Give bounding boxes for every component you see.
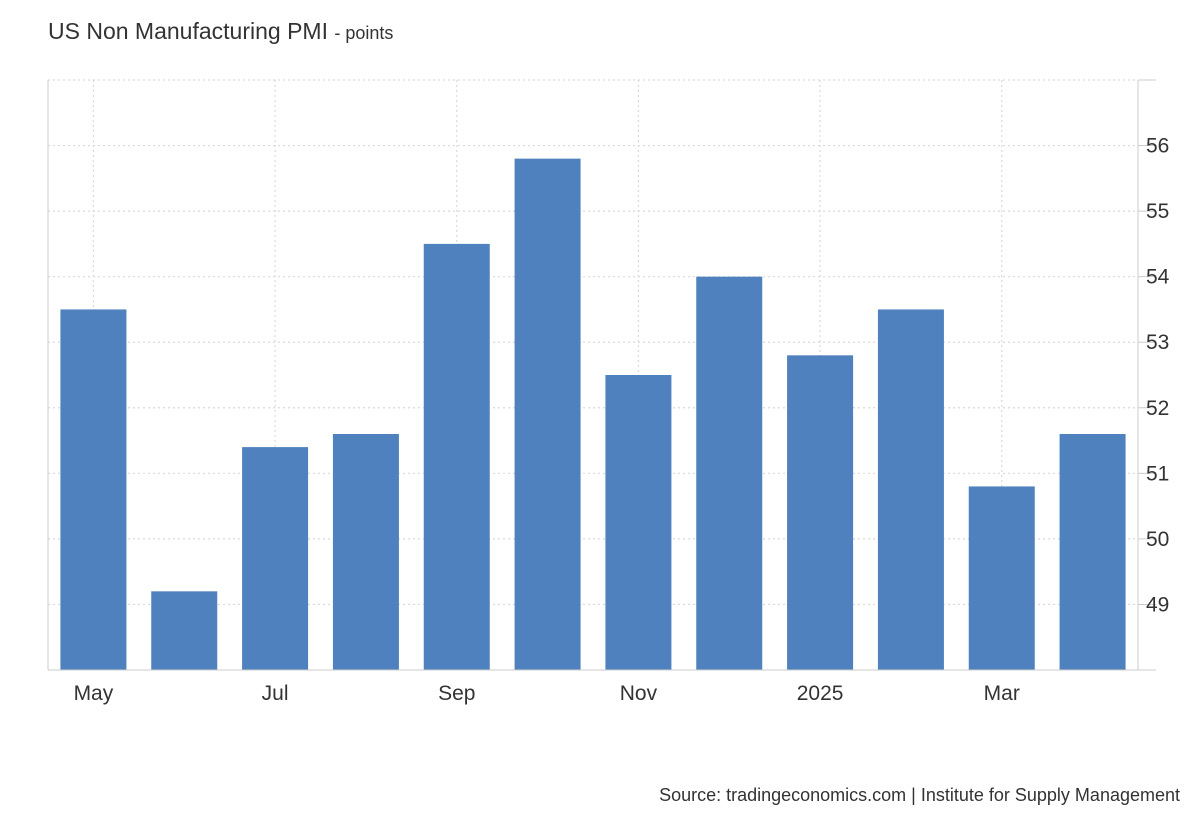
bar-chart: 49 50 51 52 53 54 55 56 May Jul Sep Nov 2025 Mar	[47, 79, 1170, 705]
chart-title-unit: - points	[334, 23, 394, 43]
chart-title: US Non Manufacturing PMI - points	[48, 18, 393, 45]
chart-title-main: US Non Manufacturing PMI	[48, 18, 328, 44]
bar	[696, 276, 763, 670]
source-note: Source: tradingeconomics.com | Institute…	[659, 785, 1180, 805]
bar	[332, 434, 399, 670]
x-tick-label: May	[74, 682, 114, 705]
y-tick-label: 49	[1146, 593, 1169, 616]
axis-layer: 49 50 51 52 53 54 55 56 May Jul Sep Nov 2025 Mar	[47, 79, 1170, 705]
bar	[60, 309, 127, 670]
y-tick-label: 54	[1146, 266, 1170, 289]
x-tick-label: 2025	[797, 682, 844, 705]
y-tick-label: 56	[1146, 135, 1169, 158]
y-tick-label: 53	[1146, 331, 1169, 354]
bar	[877, 309, 944, 670]
bar	[787, 355, 854, 670]
x-tick-label: Sep	[438, 682, 475, 705]
bar	[1059, 434, 1126, 670]
bar	[423, 243, 490, 670]
bar	[151, 591, 218, 670]
bar	[605, 375, 672, 670]
y-tick-label: 51	[1146, 462, 1169, 485]
y-tick-label: 55	[1146, 200, 1169, 223]
bar	[968, 486, 1035, 670]
y-tick-label: 52	[1146, 397, 1169, 420]
x-tick-label: Jul	[262, 682, 289, 705]
y-tick-label: 50	[1146, 528, 1169, 551]
bar	[242, 447, 309, 670]
bar-layer	[60, 158, 1126, 670]
x-tick-label: Nov	[620, 682, 658, 705]
x-tick-label: Mar	[984, 682, 1020, 705]
bar	[514, 158, 581, 670]
